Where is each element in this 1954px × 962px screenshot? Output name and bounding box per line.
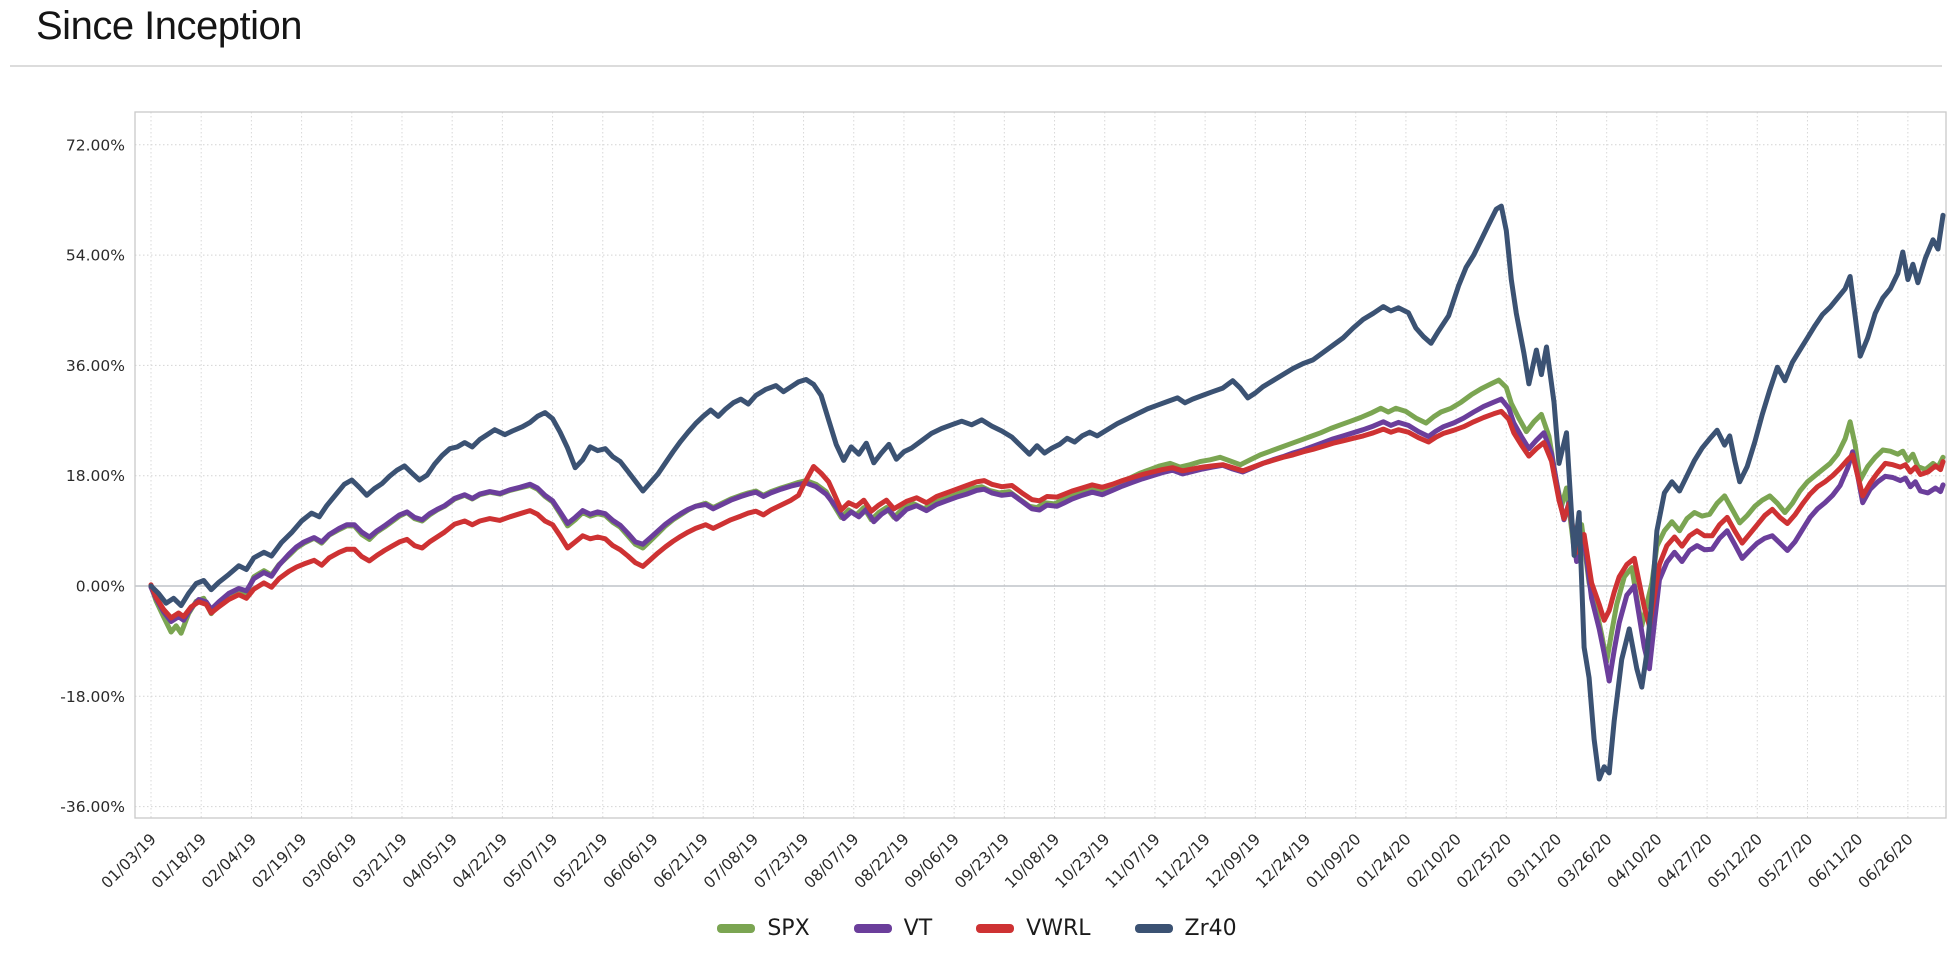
legend-label: VT [903, 916, 933, 941]
legend-item-spx[interactable]: SPX [717, 916, 810, 941]
legend-label: VWRL [1026, 916, 1091, 941]
plot-border [134, 111, 1947, 819]
legend-label: Zr40 [1184, 916, 1237, 941]
y-axis-label: 36.00% [66, 357, 125, 375]
title-divider [10, 65, 1942, 67]
y-axis-label: 54.00% [66, 247, 125, 265]
y-axis-label: -36.00% [60, 798, 125, 816]
y-axis-label: -18.00% [60, 688, 125, 706]
legend-swatch-vwrl [976, 924, 1015, 933]
legend-item-vwrl[interactable]: VWRL [976, 916, 1091, 941]
y-axis-label: 0.00% [76, 578, 125, 596]
x-axis-label: 06/26/20 [1855, 830, 1917, 892]
page-title: Since Inception [36, 4, 303, 48]
legend-item-vt[interactable]: VT [853, 916, 933, 941]
legend-label: SPX [767, 916, 810, 941]
y-axis-label: 18.00% [66, 467, 125, 485]
legend-item-zr40[interactable]: Zr40 [1134, 916, 1237, 941]
chart-legend: SPX VT VWRL Zr40 [0, 916, 1954, 941]
y-axis-label: 72.00% [66, 136, 125, 154]
series-line-zr40[interactable] [148, 203, 1946, 782]
legend-swatch-vt [853, 924, 892, 933]
series-line-vwrl[interactable] [148, 408, 1946, 629]
legend-swatch-spx [717, 924, 756, 933]
series-line-vt[interactable] [148, 396, 1946, 684]
legend-swatch-zr40 [1134, 924, 1173, 933]
